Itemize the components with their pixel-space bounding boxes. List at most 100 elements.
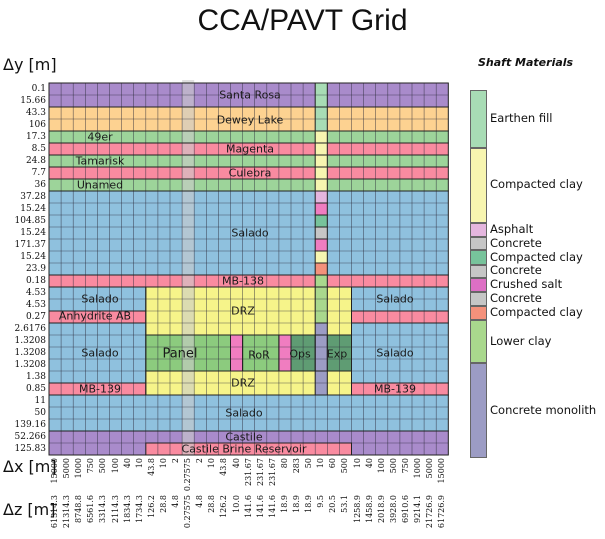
dz-tick-label: 61726.9 [437, 495, 447, 529]
dz-tick-label: 53.1 [340, 495, 350, 513]
dy-tick-label: 0.27 [25, 312, 46, 322]
region-label-mb-138: MB-138 [221, 274, 265, 288]
salado-region [49, 395, 449, 431]
dz-tick-label: 28.8 [207, 495, 217, 513]
dy-tick-label: 1.3208 [14, 348, 47, 358]
legend-label: Concrete [490, 290, 542, 305]
region-label-salado: Salado [231, 226, 269, 240]
region-label-unamed: Unamed [76, 178, 124, 192]
shaft-cell-compacted-clay-green- [315, 215, 328, 227]
dy-tick-label: 52.266 [14, 432, 47, 442]
shaft-cell-compacted-clay [315, 251, 328, 263]
dy-tick-label: 7.7 [31, 168, 46, 178]
region-label-salado: Salado [225, 406, 263, 420]
legend-label: Compacted clay [490, 249, 583, 264]
dy-tick-label: 15.24 [20, 204, 46, 214]
dy-tick-label: 2.6176 [14, 324, 47, 334]
dz-tick-label: 28.8 [158, 495, 168, 513]
dz-tick-label: 8748.8 [74, 495, 84, 523]
region-label-salado: Salado [376, 346, 414, 360]
region-label-salado: Salado [81, 292, 119, 306]
region-label-salado: Salado [376, 292, 414, 306]
dz-axis-label: Δz [m] [3, 500, 56, 519]
dy-tick-label: 139.16 [14, 420, 47, 430]
cell-block-region [278, 335, 291, 371]
dz-tick-label: 61314.3 [50, 495, 59, 529]
legend-swatch [470, 363, 487, 458]
legend-label: Concrete [490, 263, 542, 278]
dz-tick-label: 141.6 [255, 495, 265, 518]
dy-tick-label: 23.9 [25, 264, 46, 274]
dy-tick-label: 0.18 [25, 276, 46, 286]
region-label-drz: DRZ [231, 304, 255, 318]
dz-tick-label: 21726.9 [425, 495, 435, 529]
legend-title: Shaft Materials [478, 56, 574, 69]
magenta-region [49, 143, 449, 155]
region-label-panel: Panel [162, 346, 198, 362]
dz-tick-label: 18.9 [292, 495, 301, 513]
dy-tick-label: 1.3208 [14, 336, 47, 346]
legend-label: Concrete [490, 235, 542, 250]
dz-tick-label: 6561.6 [86, 495, 96, 523]
dy-tick-label: 1.38 [25, 372, 46, 382]
shaft-cell-concrete [315, 227, 328, 239]
dy-tick-label: 106 [28, 120, 46, 130]
legend-swatch [470, 305, 487, 320]
dz-tick-label: 4.8 [171, 495, 180, 508]
legend-label: Earthen fill [490, 110, 553, 125]
legend-swatch [470, 222, 487, 238]
dy-tick-label: 24.8 [25, 156, 46, 166]
legend-swatch [470, 264, 487, 278]
region-label-magenta: Magenta [225, 142, 275, 156]
region-label-culebra: Culebra [228, 166, 272, 180]
legend-swatch [470, 277, 487, 293]
shaft-cell-asphalt [315, 191, 328, 203]
dy-axis-label: Δy [m] [3, 55, 57, 74]
dz-tick-label: 141.6 [243, 495, 253, 518]
legend-swatch [470, 147, 487, 223]
dz-tick-label: 9214.1 [413, 495, 422, 523]
dy-tick-label: 8.5 [31, 144, 46, 154]
region-label-ops: Ops [289, 347, 311, 361]
dy-tick-label: 50 [34, 408, 46, 418]
tamarisk-region [49, 155, 449, 167]
culebra-region [49, 167, 449, 179]
dy-tick-label: 125.83 [14, 444, 47, 454]
dz-tick-label: 126.2 [146, 495, 156, 518]
region-label-exp: Exp [326, 347, 348, 361]
legend-label: Concrete monolith [490, 402, 597, 417]
region-label-dewey-lake: Dewey Lake [216, 113, 284, 127]
legend-swatch [470, 237, 487, 251]
castile-brine-reservoir-region [145, 443, 352, 455]
dy-tick-label: 104.85 [14, 216, 47, 226]
dz-tick-label: 2114.3 [110, 495, 120, 523]
dy-tick-label: 15.66 [20, 96, 46, 106]
region-label-ror: RoR [248, 348, 270, 362]
region-label-anhydrite-ab: Anhydrite AB [58, 309, 132, 323]
legend-label: Compacted clay [490, 177, 583, 192]
region-label-tamarisk: Tamarisk [75, 154, 125, 168]
region-label-castile: Castile [225, 430, 263, 444]
dy-tick-label: 0.1 [31, 84, 46, 94]
dz-tick-label: 18.9 [279, 495, 289, 513]
dz-tick-label: 1734.3 [134, 495, 144, 523]
legend-swatch [470, 320, 487, 364]
dz-tick-label: 9.5 [316, 495, 326, 508]
unamed-region [49, 179, 449, 191]
dy-tick-label: 43.3 [25, 108, 46, 118]
dy-tick-label: 37.28 [20, 192, 46, 202]
dz-tick-label: 10.0 [231, 495, 241, 513]
dz-tick-label: 141.6 [267, 495, 277, 518]
legend-swatch [470, 250, 487, 265]
region-label-salado: Salado [81, 346, 119, 360]
legend-swatch [470, 292, 487, 306]
region-outline [145, 442, 352, 456]
salado-region [49, 191, 449, 275]
dy-tick-label: 15.24 [20, 252, 46, 262]
49er-region [49, 131, 449, 143]
shaft-cell-crushed-salt [315, 203, 328, 215]
dy-tick-label: 4.53 [25, 288, 46, 298]
dy-tick-label: 17.3 [25, 132, 46, 142]
dy-tick-label: 171.37 [14, 240, 47, 250]
legend-swatch [470, 90, 487, 148]
